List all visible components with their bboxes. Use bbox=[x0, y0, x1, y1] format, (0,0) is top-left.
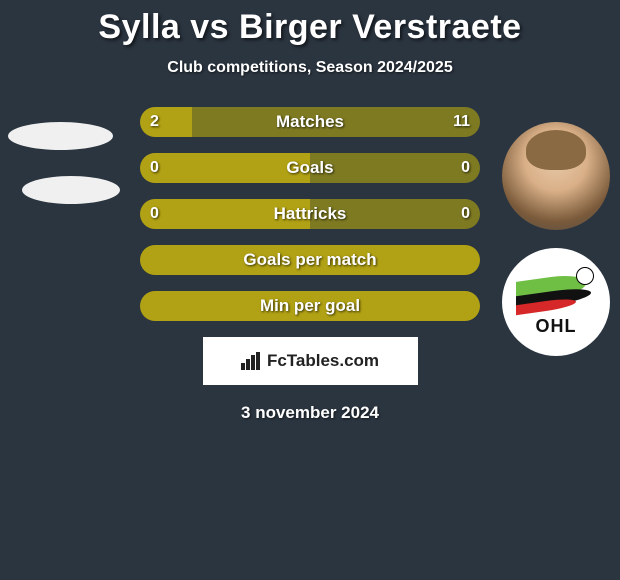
bar-track: Goals per match bbox=[140, 245, 480, 275]
stat-row-min-per-goal: Min per goal bbox=[0, 291, 620, 321]
stat-value-left: 2 bbox=[150, 107, 159, 137]
stat-label: Min per goal bbox=[140, 291, 480, 321]
bar-track: Matches2 11 bbox=[140, 107, 480, 137]
stat-row-goals: Goals0 0 bbox=[0, 153, 620, 183]
stat-row-goals-per-match: Goals per match bbox=[0, 245, 620, 275]
branding-box: FcTables.com bbox=[203, 337, 418, 385]
branding-text: FcTables.com bbox=[267, 351, 379, 371]
stat-row-hattricks: Hattricks0 0 bbox=[0, 199, 620, 229]
branding-bars-icon bbox=[241, 352, 263, 370]
stat-value-left: 0 bbox=[150, 199, 159, 229]
stat-value-right: 11 bbox=[453, 107, 470, 137]
stat-value-left: 0 bbox=[150, 153, 159, 183]
stat-label: Goals bbox=[140, 153, 480, 183]
comparison-chart: Matches211Goals00Hattricks00Goals per ma… bbox=[0, 107, 620, 321]
bar-track: Goals0 0 bbox=[140, 153, 480, 183]
bar-track: Hattricks0 0 bbox=[140, 199, 480, 229]
date-line: 3 november 2024 bbox=[0, 403, 620, 423]
bar-track: Min per goal bbox=[140, 291, 480, 321]
stat-value-right: 0 bbox=[461, 199, 470, 229]
page-title: Sylla vs Birger Verstraete bbox=[0, 0, 620, 47]
stat-row-matches: Matches2 11 bbox=[0, 107, 620, 137]
subtitle: Club competitions, Season 2024/2025 bbox=[0, 59, 620, 77]
stat-label: Matches bbox=[140, 107, 480, 137]
stat-value-right: 0 bbox=[461, 153, 470, 183]
stat-label: Hattricks bbox=[140, 199, 480, 229]
stat-label: Goals per match bbox=[140, 245, 480, 275]
